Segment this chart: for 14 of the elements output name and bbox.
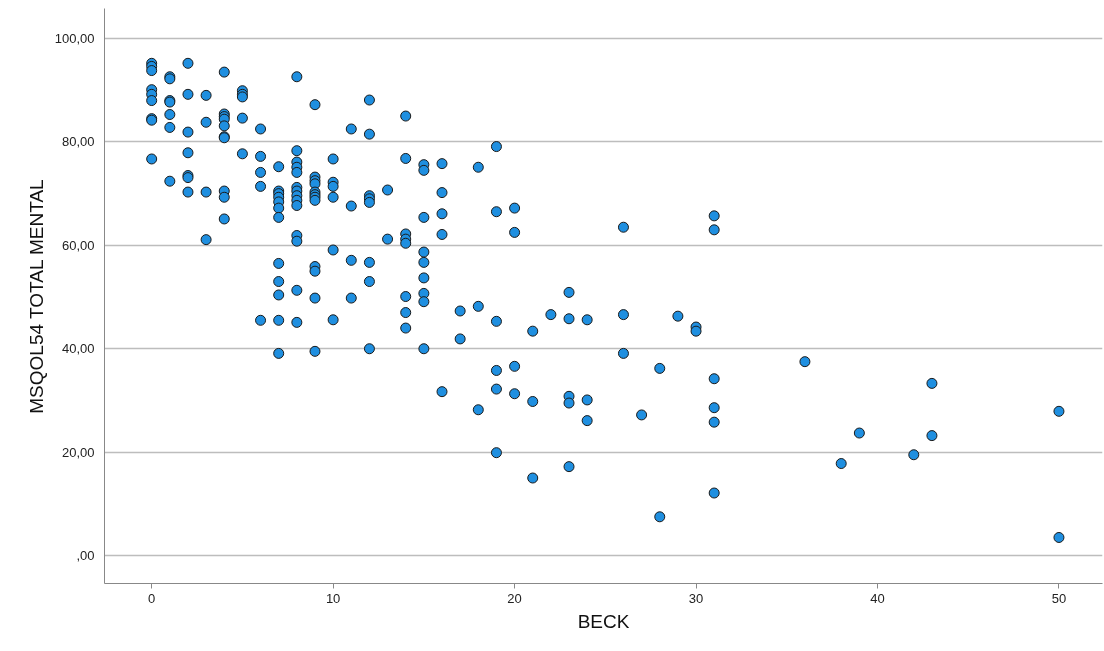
y-tick-label: 60,00	[61, 237, 95, 253]
y-tick-label: 40,00	[61, 341, 95, 357]
y-axis-title: MSQOL54 TOTAL MENTAL	[25, 179, 47, 414]
x-tick-label: 30	[688, 590, 704, 606]
x-tick-label: 20	[507, 590, 522, 606]
y-tick-label: 20,00	[61, 444, 95, 460]
x-tick-label: 10	[325, 590, 341, 606]
x-tick-label: 0	[148, 590, 156, 606]
y-tick-label: ,00	[76, 548, 95, 564]
x-axis-title: BECK	[577, 610, 630, 632]
y-tick-label: 100,00	[54, 30, 95, 46]
x-tick-label: 40	[870, 590, 885, 606]
y-tick-label: 80,00	[61, 134, 95, 150]
x-tick-label: 50	[1051, 590, 1067, 606]
